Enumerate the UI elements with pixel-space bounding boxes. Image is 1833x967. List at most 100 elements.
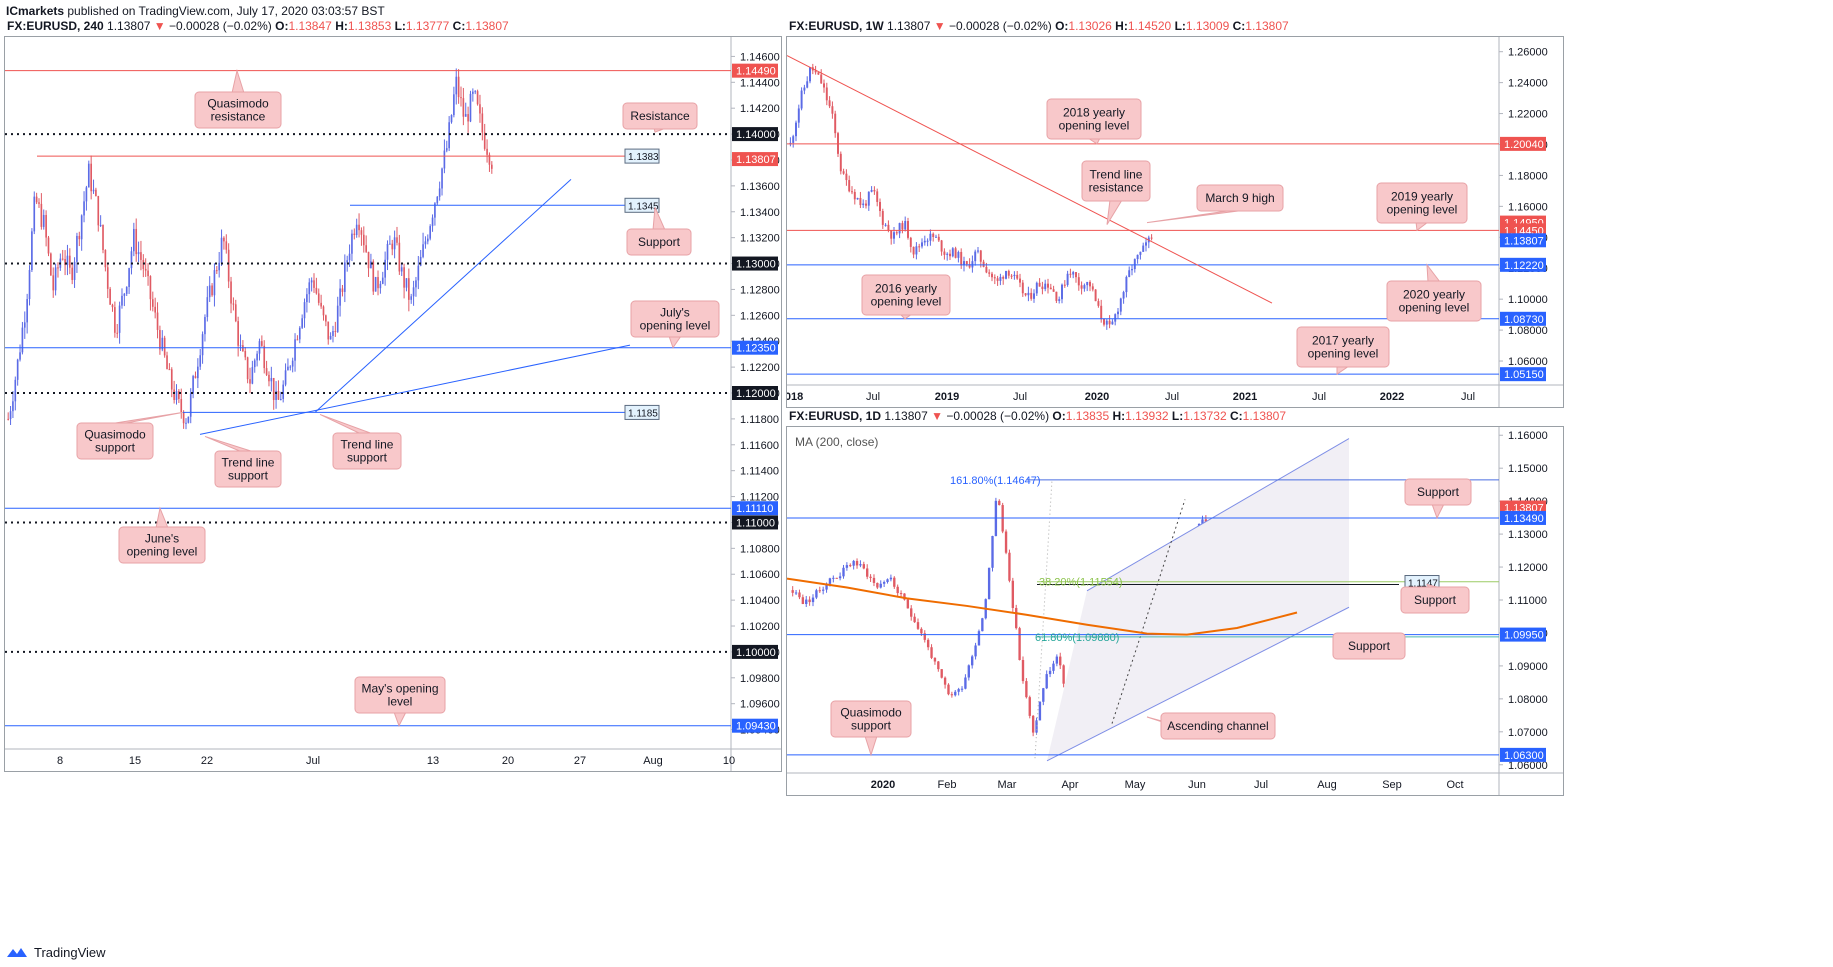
candle-body — [391, 243, 394, 250]
candle-body — [277, 390, 280, 400]
candle-body — [845, 565, 849, 568]
price-badge — [732, 718, 778, 733]
annotation-callout[interactable]: Support — [1400, 583, 1470, 614]
low-value: 1.13777 — [405, 19, 450, 33]
y-tick-label: 1.13600 — [740, 181, 780, 193]
candle-body — [791, 590, 794, 593]
candle-body — [794, 592, 798, 594]
annotation-callout[interactable]: Support — [1332, 632, 1406, 660]
callout-box — [830, 700, 912, 738]
chart-panel-240[interactable]: FX:EURUSD, 240 1.13807 ▼ −0.00028 (−0.02… — [4, 19, 782, 772]
candle-body — [792, 136, 795, 143]
price-badge-label: 1.13807 — [1504, 235, 1544, 247]
candle-body — [71, 267, 74, 280]
candle-body — [994, 500, 998, 537]
callout-box — [630, 300, 720, 338]
candle-body — [1002, 276, 1005, 279]
line-tag-box — [624, 197, 660, 213]
y-tick-label: 1.07000 — [1508, 727, 1548, 739]
x-tick-label: 8 — [57, 755, 63, 767]
annotation-callout[interactable]: Resistance — [622, 102, 698, 133]
candle-body — [873, 190, 876, 192]
candle-body — [125, 286, 128, 294]
candle-body — [921, 242, 923, 247]
candle-body — [121, 295, 123, 306]
callout-pointer — [108, 411, 184, 425]
price-badge-label: 1.10000 — [736, 647, 776, 659]
candle-body — [265, 368, 268, 375]
tradingview-footer[interactable]: TradingView — [6, 940, 106, 964]
candle-body — [1133, 259, 1136, 270]
fib-label: 38.20%(1.11554) — [1039, 577, 1123, 589]
candle-body — [929, 233, 932, 241]
chart-panel-1w[interactable]: FX:EURUSD, 1W 1.13807 ▼ −0.00028 (−0.02%… — [779, 19, 1564, 408]
y-tick-label: 1.16000 — [1508, 430, 1548, 442]
price-badge — [1500, 627, 1546, 642]
low-value: 1.13009 — [1185, 19, 1230, 33]
candle-body — [954, 691, 957, 696]
symbol-label: FX:EURUSD, 1D — [789, 409, 882, 423]
chart-panel-1d[interactable]: FX:EURUSD, 1D 1.13807 ▼ −0.00028 (−0.02%… — [786, 409, 1564, 796]
candle-body — [879, 201, 881, 212]
candle-body — [147, 270, 149, 277]
candle-body — [982, 261, 985, 267]
candle-body — [800, 90, 803, 109]
candle-body — [1111, 321, 1114, 325]
candle-body — [1077, 277, 1080, 286]
y-tick-label: 1.15000 — [1508, 463, 1548, 475]
candle-body — [393, 237, 396, 250]
candle-body — [1097, 301, 1100, 306]
x-tick-label: Mar — [998, 779, 1017, 791]
candle-body — [1119, 298, 1122, 312]
annotation-callout[interactable]: Ascending channel — [1146, 712, 1276, 740]
chart-1w-svg[interactable]: 1.260001.240001.220001.200001.180001.160… — [779, 37, 1563, 407]
candle-body — [963, 261, 965, 266]
candle-body — [398, 242, 401, 272]
publisher-name[interactable]: ICmarkets — [6, 4, 65, 18]
y-tick-label: 1.13000 — [1508, 529, 1548, 541]
candle-body — [327, 321, 330, 340]
candle-body — [1030, 292, 1033, 299]
candle-body — [943, 251, 946, 255]
candle-body — [1080, 285, 1083, 289]
candle-body — [187, 416, 190, 423]
candle-body — [1045, 674, 1048, 689]
y-tick-label: 1.06000 — [1508, 760, 1548, 772]
candle-body — [870, 190, 873, 192]
candle-body — [208, 285, 211, 298]
line-tag-label: 1.1345 — [628, 201, 659, 212]
candle-body — [78, 235, 81, 240]
annotation-callout[interactable]: Support — [626, 207, 692, 256]
candle-body — [979, 250, 982, 262]
candle-body — [1139, 251, 1142, 255]
candle-body — [967, 665, 970, 678]
candle-body — [133, 228, 135, 252]
candle-body — [981, 618, 984, 632]
x-tick-label: Jul — [1461, 391, 1475, 403]
candle-body — [42, 214, 45, 227]
chart-240-svg[interactable]: 1.146001.144001.142001.140001.138001.136… — [5, 37, 781, 771]
chart-1d-svg[interactable]: 1.160001.150001.140001.130001.120001.110… — [786, 427, 1563, 795]
annotation-callout[interactable]: Support — [1404, 478, 1472, 520]
candle-body — [1094, 289, 1097, 302]
candle-body — [92, 189, 95, 192]
x-tick-label: 20 — [502, 755, 514, 767]
y-tick-label: 1.08000 — [1508, 694, 1548, 706]
callout-text: Resistance — [630, 109, 690, 123]
annotation-callout[interactable]: March 9 high — [1146, 184, 1284, 224]
candle-body — [33, 196, 36, 232]
